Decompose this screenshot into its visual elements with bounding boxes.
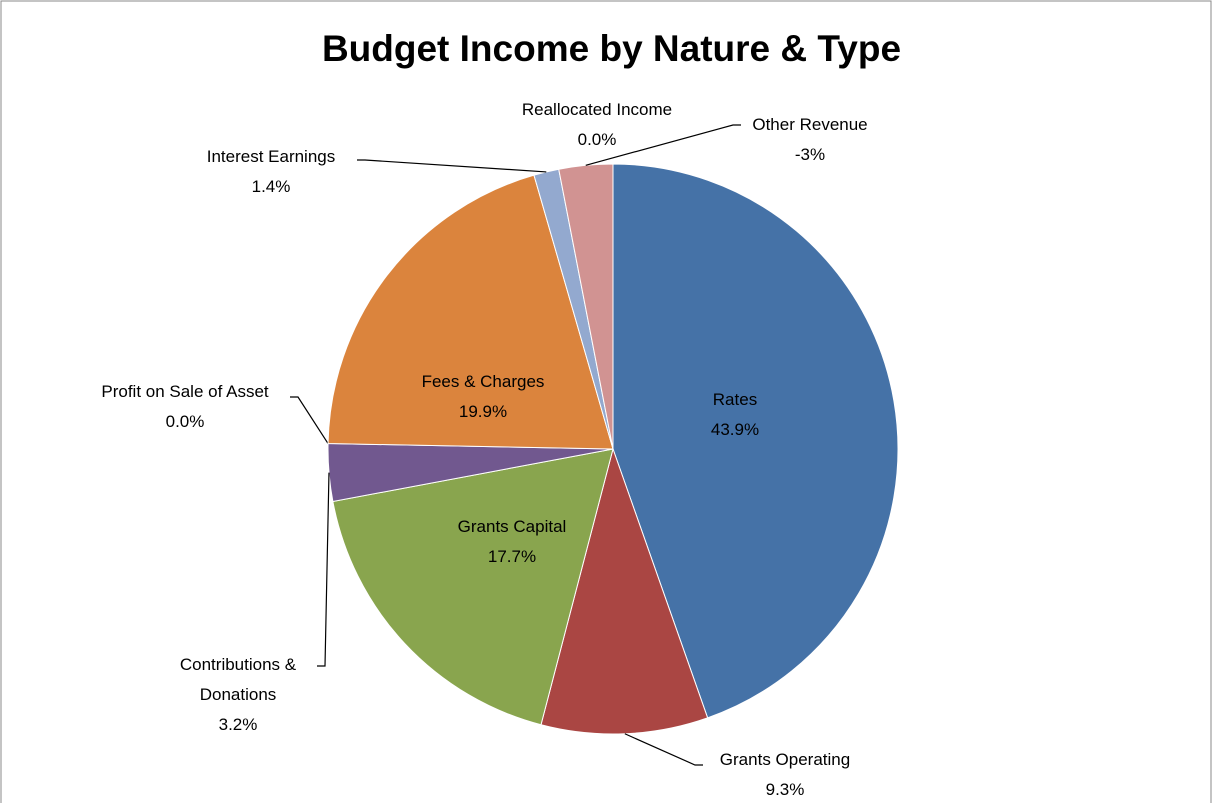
slice-label: Contributions & Donations [179,655,297,704]
slice-label: Profit on Sale of Asset [101,382,269,401]
slice-value-label: 1.4% [251,177,291,196]
slice-value-label: -3% [794,145,826,164]
slice-value-label: 43.9% [710,420,760,439]
slice-value-label: 19.9% [458,402,508,421]
slice-label: Interest Earnings [206,147,336,166]
chart-title: Budget Income by Nature & Type [321,28,902,69]
slice-label: Grants Capital [457,517,567,536]
slice-value-label: 3.2% [218,715,258,734]
slice-value-label: 17.7% [487,547,537,566]
pie-slice [332,448,614,726]
slice-label: Fees & Charges [421,372,545,391]
slice-label: Other Revenue [752,115,868,134]
slice-label: Rates [712,390,758,409]
pie-slice [540,447,709,735]
leader-line [357,159,547,173]
slice-value-label: 0.0% [165,412,205,431]
slice-value-label: 9.3% [765,780,805,799]
leader-line [290,396,329,444]
pie-slice [327,174,614,450]
leader-line [585,124,741,166]
slice-value-label: 0.0% [577,130,617,149]
pie-slice [612,163,899,719]
slice-label: Grants Operating [719,750,851,769]
slice-label: Reallocated Income [521,100,673,119]
leader-line [317,472,330,667]
leader-line [624,733,703,766]
